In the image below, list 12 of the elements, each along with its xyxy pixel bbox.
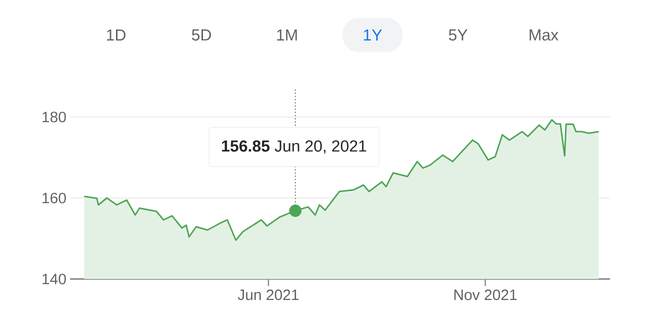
y-tick-label: 180 <box>42 112 66 122</box>
x-tick-label: Nov 2021 <box>454 290 517 300</box>
text: 5D <box>192 29 211 41</box>
text: Max <box>530 29 558 41</box>
annotation: 156.85 Jun 20, 2021 <box>222 140 366 154</box>
text: 5Y <box>448 29 468 41</box>
text: 1M <box>277 29 297 40</box>
x-tick-label: Jun 2021 <box>238 290 299 300</box>
y-tick-label: 160 <box>42 192 66 204</box>
y-tick-label: 140 <box>42 274 66 284</box>
text: 1Y <box>364 29 382 40</box>
text: 1D <box>106 29 126 40</box>
